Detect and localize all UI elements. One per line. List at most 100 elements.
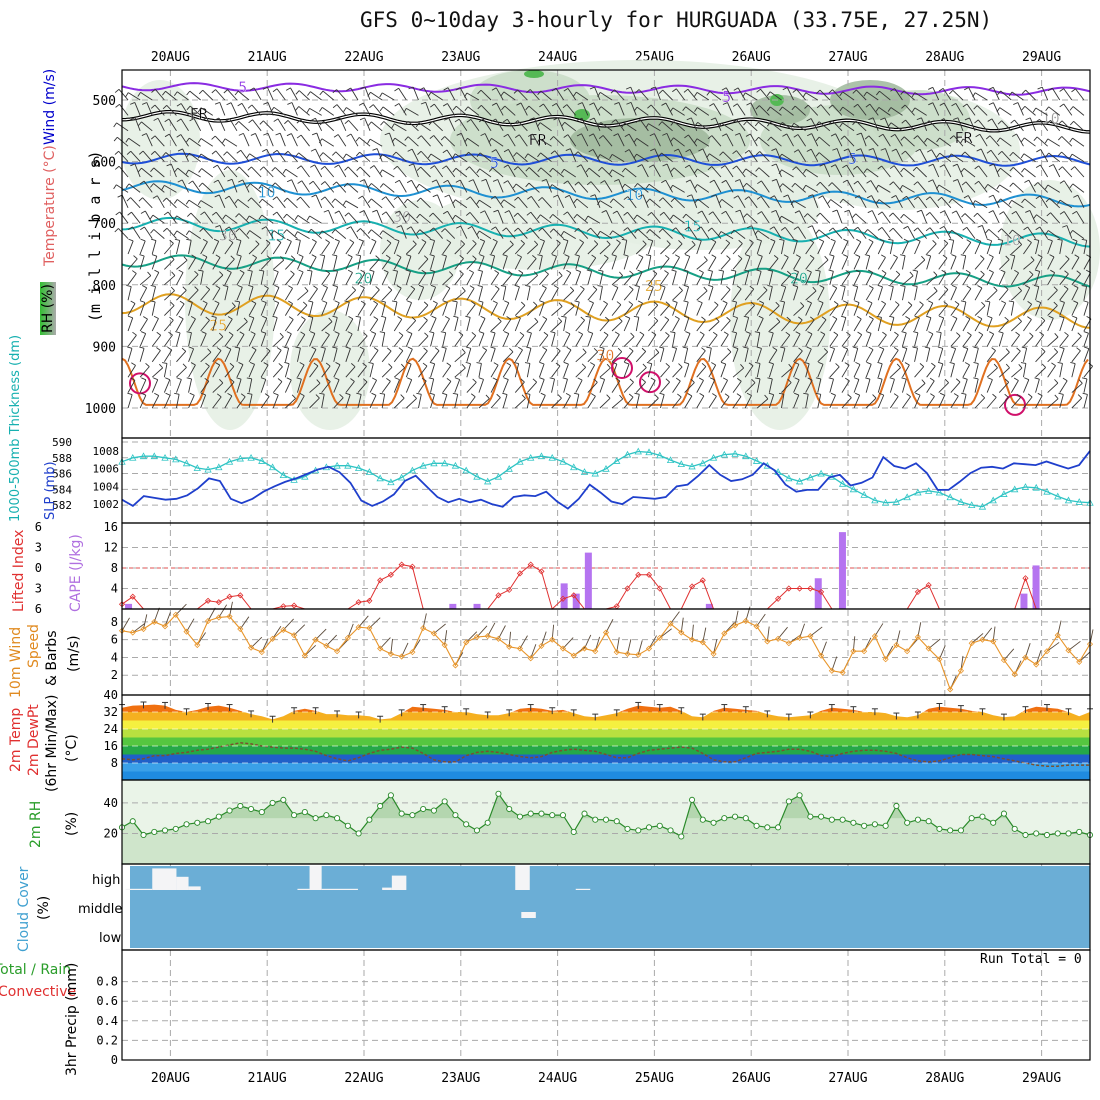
- wind-barb-feather: [756, 88, 761, 93]
- rh-marker: [334, 815, 341, 822]
- wind-barb-feather: [491, 102, 497, 106]
- wind-barb: [962, 288, 972, 301]
- wind-barb-feather: [806, 148, 812, 152]
- wind-barb-feather: [732, 103, 738, 107]
- wind-barb-feather: [598, 167, 603, 172]
- wind-barb: [726, 133, 734, 147]
- thickness-tick: 590: [52, 436, 72, 449]
- wind-barb-feather: [335, 117, 341, 121]
- wind-barb-feather: [641, 378, 646, 383]
- wind10-marker: [839, 669, 846, 676]
- wind-barb: [128, 137, 141, 147]
- wind-barb-feather: [701, 362, 707, 367]
- wind-barb: [551, 256, 557, 270]
- wind-barb-feather: [249, 87, 255, 91]
- wind-barb: [442, 274, 454, 286]
- wind-barb-feather: [756, 238, 762, 242]
- wind-barb: [491, 138, 504, 147]
- thickness-marker: [204, 465, 212, 473]
- thickness-marker: [914, 488, 922, 496]
- wind-barb-feather: [537, 90, 542, 96]
- wind-barb-feather: [964, 362, 970, 366]
- wind-barb: [369, 289, 380, 301]
- wind-barb: [418, 122, 431, 132]
- wind-barb: [514, 381, 525, 393]
- wind-barb-feather: [913, 181, 918, 186]
- wind-barb-feather: [1004, 378, 1009, 383]
- wind-barb: [1059, 288, 1069, 301]
- wind-barb-feather: [271, 182, 276, 187]
- wind-barb-feather: [952, 163, 958, 167]
- wind-barb-feather: [932, 240, 937, 245]
- wind10-marker: [699, 639, 706, 646]
- wind-barb: [267, 102, 274, 116]
- wind10-marker: [581, 645, 588, 652]
- wind-barb: [321, 334, 330, 347]
- wind-barb: [732, 348, 739, 362]
- wind-barb-feather: [925, 227, 931, 232]
- wind-barb: [531, 196, 540, 209]
- wind-barb: [635, 243, 647, 255]
- wind-barb: [702, 148, 710, 162]
- wind-barb: [672, 271, 677, 285]
- wind-barb: [350, 133, 359, 147]
- wind-barb-feather: [234, 199, 239, 204]
- wind-barb: [599, 271, 604, 285]
- wind-barb-feather: [621, 183, 626, 189]
- wind-barb-feather: [743, 269, 749, 272]
- wind-barb-feather: [430, 103, 435, 108]
- wind-barb: [1047, 289, 1058, 301]
- wind-barb-feather: [916, 117, 922, 121]
- thickness-marker: [548, 453, 556, 461]
- wind10-marker: [1076, 658, 1083, 665]
- wind-barb: [1074, 166, 1085, 178]
- wind-barb-feather: [145, 363, 150, 367]
- wind-barb: [611, 363, 618, 378]
- wind-barb-feather: [745, 133, 751, 137]
- wind-barb-feather: [541, 178, 547, 182]
- wind-barb: [672, 396, 682, 409]
- wind-barb: [1016, 133, 1024, 147]
- wind-barb: [371, 198, 383, 209]
- wind-barb-feather: [921, 379, 926, 384]
- wind-barb: [1059, 335, 1069, 347]
- thickness-marker: [731, 449, 739, 457]
- lifted-index-marker: [355, 599, 362, 606]
- contour-label: 5: [490, 154, 499, 172]
- wind-barb-feather: [262, 315, 267, 319]
- wind-barb: [832, 227, 843, 239]
- wind-barb: [853, 318, 862, 332]
- wind-barb-feather: [721, 87, 727, 91]
- wind-barb: [744, 256, 751, 270]
- wind-barb-feather: [234, 90, 239, 96]
- wind-barb: [684, 286, 690, 301]
- rh-tick: 20: [104, 826, 118, 840]
- wind-barb: [454, 394, 459, 409]
- wind-barb: [986, 397, 997, 409]
- wind-barb-feather: [164, 118, 170, 123]
- wind-barb-feather: [429, 331, 435, 334]
- wind-barb-feather: [1045, 197, 1050, 203]
- wind-barb: [224, 395, 233, 409]
- wind-barb-feather: [733, 195, 739, 199]
- wind-barb-feather: [912, 166, 917, 172]
- wind-barb: [673, 167, 685, 178]
- wind-barb: [527, 321, 539, 332]
- wind-barb-feather: [394, 210, 400, 214]
- wind-barb: [599, 230, 613, 239]
- wind-barb-feather: [360, 300, 366, 305]
- wind-barb-feather: [445, 285, 451, 289]
- wind-barb-feather: [496, 393, 501, 398]
- wind-barb: [393, 367, 405, 378]
- wind10-marker: [366, 625, 373, 632]
- wind-barb: [1010, 255, 1016, 270]
- wind-barb-feather: [879, 346, 885, 350]
- wind-barb: [1071, 335, 1082, 347]
- rh-marker: [645, 824, 653, 831]
- wind-barb: [696, 334, 705, 347]
- wind-barb-feather: [659, 392, 665, 395]
- wind-barb-feather: [150, 104, 156, 109]
- wind-barb-feather: [775, 301, 780, 307]
- wind-barb-feather: [287, 102, 293, 105]
